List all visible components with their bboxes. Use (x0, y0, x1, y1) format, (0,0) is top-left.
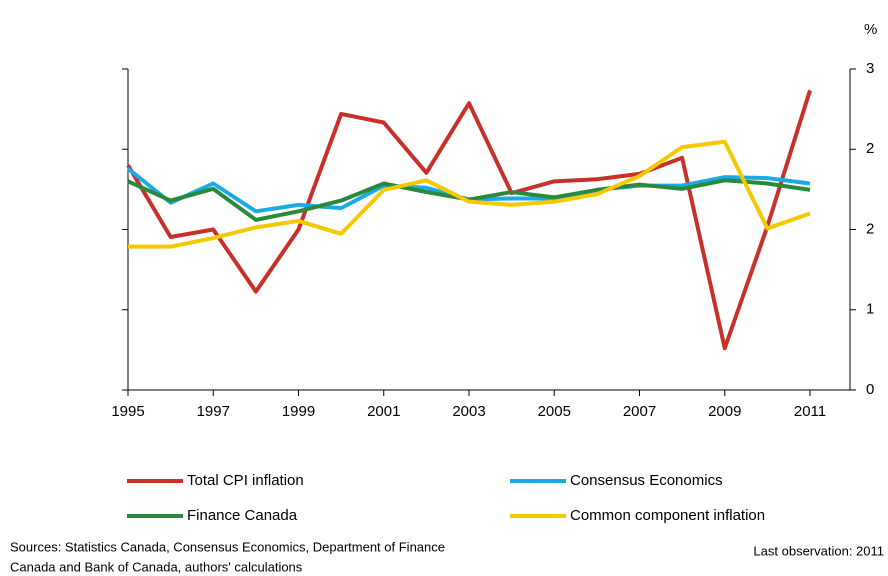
x-tick-label: 2009 (708, 403, 741, 420)
legend-label: Total CPI inflation (187, 472, 304, 489)
x-tick-label: 2005 (538, 403, 571, 420)
y-tick-label: 3 (866, 60, 874, 77)
x-tick-label: 2001 (367, 403, 400, 420)
legend-label: Consensus Economics (570, 472, 723, 489)
x-tick-label: 2011 (794, 403, 826, 420)
y-tick-label: 1 (866, 301, 874, 318)
legend-label: Common component inflation (570, 507, 765, 524)
series-line (126, 89, 812, 351)
y-unit: % (864, 21, 877, 38)
series-line (128, 139, 811, 249)
y-tick-label: 0 (866, 381, 874, 398)
y-tick-label: 2 (866, 220, 874, 237)
source-note: Canada and Bank of Canada, authors' calc… (10, 559, 303, 574)
x-tick-label: 1999 (282, 403, 315, 420)
x-tick-label: 1995 (111, 403, 144, 420)
x-tick-label: 2003 (452, 403, 485, 420)
last-observation: Last observation: 2011 (753, 543, 884, 558)
x-tick-label: 1997 (197, 403, 230, 420)
x-tick-label: 2007 (623, 403, 656, 420)
series-line (126, 166, 811, 214)
legend-label: Finance Canada (187, 507, 298, 524)
y-tick-label: 2 (866, 140, 874, 157)
source-note: Sources: Statistics Canada, Consensus Ec… (10, 539, 445, 554)
